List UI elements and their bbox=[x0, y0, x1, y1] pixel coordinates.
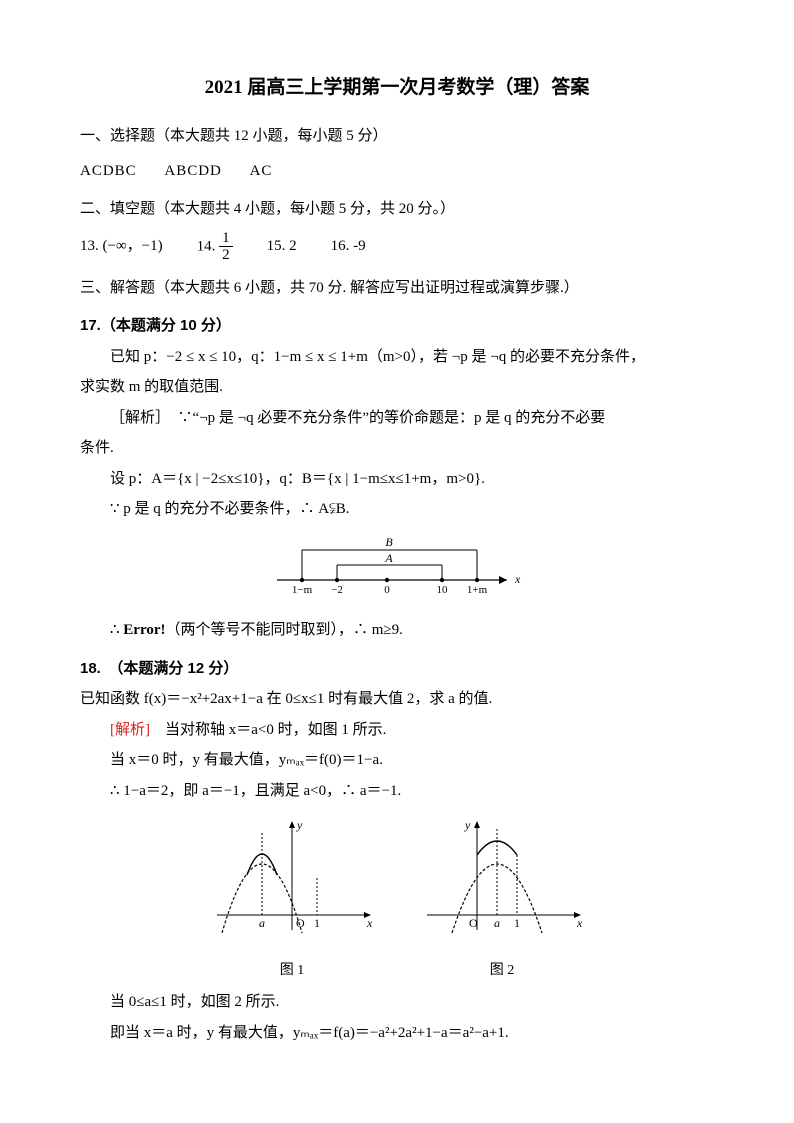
mc-group-c: AC bbox=[250, 163, 273, 179]
graph-1: y x O a 1 图 1 bbox=[207, 815, 377, 984]
svg-text:a: a bbox=[259, 916, 265, 930]
graph1-caption: 图 1 bbox=[207, 958, 377, 985]
q16-label: 16. bbox=[331, 238, 350, 254]
q18-p6: 即当 x＝a 时，y 有最大值，yₘₐₓ＝f(a)＝−a²+2a²+1−a＝a²… bbox=[80, 1019, 714, 1048]
q17-p5a: ∴ bbox=[110, 622, 123, 638]
q17-p5: ∴ Error!（两个等号不能同时取到），∴ m≥9. bbox=[80, 616, 714, 645]
q18-p2-text: 当对称轴 x＝a<0 时，如图 1 所示. bbox=[150, 722, 386, 738]
graph-2: y x O a 1 图 2 bbox=[417, 815, 587, 984]
svg-text:x: x bbox=[366, 916, 373, 930]
label-0: 0 bbox=[384, 584, 390, 596]
q14-label: 14. bbox=[197, 238, 216, 254]
svg-text:x: x bbox=[576, 916, 583, 930]
q18-analysis-label: [解析] bbox=[110, 722, 150, 738]
q15-label: 15. bbox=[267, 238, 286, 254]
svg-text:O: O bbox=[469, 916, 478, 930]
q17-p3: 设 p：A＝{x | −2≤x≤10}，q：B＝{x | 1−m≤x≤1+m，m… bbox=[80, 465, 714, 494]
section2-header: 二、填空题（本大题共 4 小题，每小题 5 分，共 20 分。） bbox=[80, 195, 714, 224]
label-A: A bbox=[384, 551, 393, 565]
q13: 13. (−∞，−1) bbox=[80, 232, 163, 261]
mc-group-b: ABCDD bbox=[164, 163, 222, 179]
q13-label: 13. bbox=[80, 238, 99, 254]
q14: 14. 12 bbox=[197, 230, 233, 264]
label-m2: −2 bbox=[331, 584, 343, 596]
svg-text:O: O bbox=[296, 916, 305, 930]
q15: 15. 2 bbox=[267, 232, 297, 261]
q17-p1: 已知 p：−2 ≤ x ≤ 10，q：1−m ≤ x ≤ 1+m（m>0），若 … bbox=[80, 343, 714, 372]
label-x: x bbox=[514, 572, 521, 586]
svg-text:y: y bbox=[296, 818, 303, 832]
q18-head: 18. （本题满分 12 分） bbox=[80, 655, 714, 684]
q18-p5: 当 0≤a≤1 时，如图 2 所示. bbox=[80, 988, 714, 1017]
svg-text:1: 1 bbox=[314, 916, 320, 930]
mc-answers: ACDBC ABCDD AC bbox=[80, 157, 714, 186]
q17-p2b: 条件. bbox=[80, 434, 714, 463]
graph2-caption: 图 2 bbox=[417, 958, 587, 985]
label-1pm: 1+m bbox=[467, 584, 488, 596]
q17-head: 17.（本题满分 10 分） bbox=[80, 312, 714, 341]
q17-error: Error! bbox=[123, 622, 165, 638]
q16-ans: -9 bbox=[353, 238, 366, 254]
q14-num: 1 bbox=[219, 230, 233, 248]
q17-p1b: 求实数 m 的取值范围. bbox=[80, 373, 714, 402]
q16: 16. -9 bbox=[331, 232, 366, 261]
q17-number-line: A B 1−m −2 0 10 1+m x bbox=[267, 530, 527, 611]
svg-text:y: y bbox=[464, 818, 471, 832]
q13-ans: (−∞，−1) bbox=[103, 238, 163, 254]
q18-graphs: y x O a 1 图 1 y x O a 1 图 2 bbox=[80, 815, 714, 984]
q18-p3: 当 x＝0 时，y 有最大值，yₘₐₓ＝f(0)＝1−a. bbox=[80, 746, 714, 775]
section3-header: 三、解答题（本大题共 6 小题，共 70 分. 解答应写出证明过程或演算步骤.） bbox=[80, 274, 714, 303]
q17-p4: ∵ p 是 q 的充分不必要条件，∴ A⫋B. bbox=[80, 495, 714, 524]
q18-p1: 已知函数 f(x)＝−x²+2ax+1−a 在 0≤x≤1 时有最大值 2，求 … bbox=[80, 685, 714, 714]
svg-text:a: a bbox=[494, 916, 500, 930]
label-B: B bbox=[385, 535, 393, 549]
label-1mm: 1−m bbox=[292, 584, 313, 596]
q18-p4: ∴ 1−a＝2，即 a＝−1，且满足 a<0，∴ a＝−1. bbox=[80, 777, 714, 806]
label-10: 10 bbox=[437, 584, 449, 596]
fill-answers: 13. (−∞，−1) 14. 12 15. 2 16. -9 bbox=[80, 230, 714, 264]
q14-den: 2 bbox=[219, 247, 233, 264]
q17-p2: ［解析］ ∵“¬p 是 ¬q 必要不充分条件”的等价命题是：p 是 q 的充分不… bbox=[80, 404, 714, 433]
q17-p5c: （两个等号不能同时取到），∴ m≥9. bbox=[166, 622, 403, 638]
q18-p2: [解析] 当对称轴 x＝a<0 时，如图 1 所示. bbox=[80, 716, 714, 745]
page-title: 2021 届高三上学期第一次月考数学（理）答案 bbox=[80, 70, 714, 106]
section1-header: 一、选择题（本大题共 12 小题，每小题 5 分） bbox=[80, 122, 714, 151]
q15-ans: 2 bbox=[289, 238, 297, 254]
mc-group-a: ACDBC bbox=[80, 163, 137, 179]
svg-text:1: 1 bbox=[514, 916, 520, 930]
